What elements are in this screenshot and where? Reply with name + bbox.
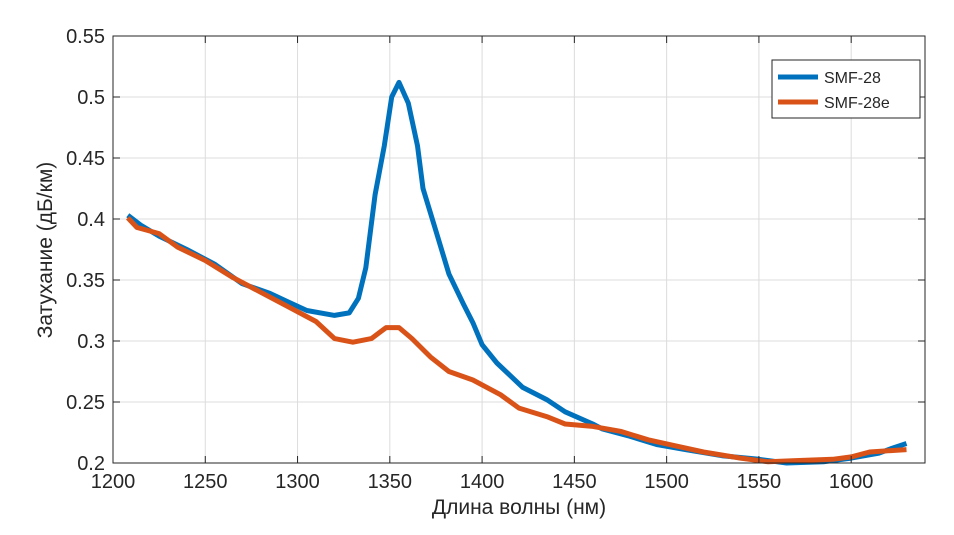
y-tick-label: 0.55: [66, 26, 105, 48]
x-tick-label: 1350: [368, 471, 413, 493]
x-tick-label: 1550: [737, 471, 782, 493]
x-tick-label: 1250: [183, 471, 228, 493]
legend-label: SMF-28: [824, 70, 881, 87]
y-axis-ticks: 0.2 0.25 0.3 0.35 0.4 0.45 0.5 0.55: [66, 26, 925, 475]
legend-box: [771, 59, 921, 119]
x-tick-label: 1300: [275, 471, 320, 493]
y-tick-label: 0.5: [77, 87, 105, 109]
x-tick-label: 1600: [829, 471, 874, 493]
series-lines: [125, 79, 908, 466]
x-tick-label: 1200: [91, 471, 136, 493]
legend: SMF-28 SMF-28e: [771, 59, 921, 119]
series-line-smf-28e: [125, 216, 907, 465]
y-tick-label: 0.25: [66, 392, 105, 414]
y-tick-label: 0.35: [66, 270, 105, 292]
y-tick-label: 0.45: [66, 148, 105, 170]
y-tick-label: 0.2: [77, 453, 105, 475]
x-tick-label: 1500: [644, 471, 689, 493]
y-axis-label: Затухание (дБ/км): [34, 162, 57, 339]
x-tick-label: 1450: [552, 471, 597, 493]
y-tick-label: 0.3: [77, 331, 105, 353]
y-tick-label: 0.4: [77, 209, 105, 231]
x-tick-label: 1400: [460, 471, 505, 493]
x-axis-label: Длина волны (нм): [432, 496, 606, 519]
x-axis-ticks: 1200 1250 1300 1350 1400 1450 1500 1550 1600: [91, 36, 874, 493]
legend-label: SMF-28e: [824, 95, 890, 112]
plot-area-border: [112, 35, 926, 464]
